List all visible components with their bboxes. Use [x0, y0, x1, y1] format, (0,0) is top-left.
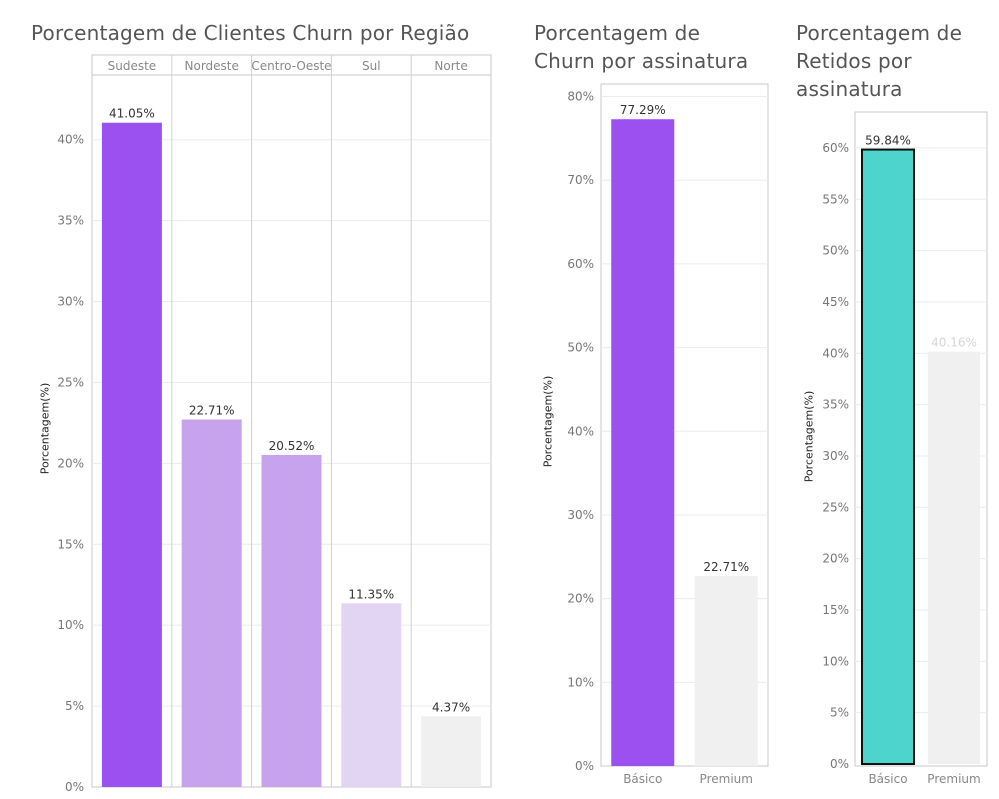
y-tick-label-0-15: 15%	[57, 537, 84, 551]
y-tick-label-1-10: 10%	[567, 675, 594, 689]
category-label-centro-oeste: Centro-Oeste	[251, 59, 331, 73]
data-label-basico: 59.84%	[865, 134, 911, 148]
y-tick-label-2-30: 30%	[822, 449, 849, 463]
y-tick-label-0-25: 25%	[57, 375, 84, 389]
data-label-premium: 22.71%	[703, 560, 749, 574]
y-tick-label-0-0: 0%	[65, 780, 84, 794]
y-tick-label-1-60: 60%	[567, 257, 594, 271]
y-tick-label-2-55: 55%	[822, 192, 849, 206]
y-tick-label-2-45: 45%	[822, 295, 849, 309]
y-tick-label-2-60: 60%	[822, 141, 849, 155]
category-label-premium: Premium	[700, 772, 753, 786]
y-tick-label-0-20: 20%	[57, 456, 84, 470]
y-tick-label-2-50: 50%	[822, 244, 849, 258]
bar-basico	[861, 148, 915, 766]
category-label-basico: Básico	[868, 772, 907, 786]
data-label-sudeste: 41.05%	[109, 107, 155, 121]
y-tick-label-1-70: 70%	[567, 173, 594, 187]
data-label-basico: 77.29%	[620, 103, 666, 117]
y-tick-label-1-30: 30%	[567, 508, 594, 522]
data-label-sul: 11.35%	[348, 587, 394, 601]
category-label-nordeste: Nordeste	[185, 59, 239, 73]
y-tick-label-2-15: 15%	[822, 603, 849, 617]
category-label-basico: Básico	[623, 772, 662, 786]
y-tick-label-0-5: 5%	[65, 699, 84, 713]
y-tick-label-2-25: 25%	[822, 500, 849, 514]
y-tick-label-1-40: 40%	[567, 424, 594, 438]
chart-title-subscription-churn: Porcentagem de Churn por assinatura	[534, 21, 749, 73]
category-label-norte: Norte	[434, 59, 467, 73]
data-label-norte: 4.37%	[432, 700, 470, 714]
y-tick-label-1-20: 20%	[567, 592, 594, 606]
y-tick-label-0-40: 40%	[57, 133, 84, 147]
data-label-nordeste: 22.71%	[189, 404, 235, 418]
bar-centro-oeste	[261, 454, 322, 787]
y-tick-label-2-0: 0%	[830, 757, 849, 771]
bar-premium	[694, 575, 758, 766]
y-tick-label-0-30: 30%	[57, 295, 84, 309]
bar-norte	[421, 716, 482, 787]
bar-sudeste	[101, 122, 162, 787]
y-tick-label-2-20: 20%	[822, 552, 849, 566]
y-tick-label-2-10: 10%	[822, 654, 849, 668]
y-tick-label-2-5: 5%	[830, 706, 849, 720]
category-label-sudeste: Sudeste	[108, 59, 157, 73]
y-tick-label-0-35: 35%	[57, 214, 84, 228]
bar-sul	[341, 603, 402, 787]
category-label-sul: Sul	[362, 59, 381, 73]
y-tick-label-1-0: 0%	[575, 759, 594, 773]
y-tick-label-1-50: 50%	[567, 341, 594, 355]
data-label-premium: 40.16%	[931, 336, 977, 350]
bar-nordeste	[181, 419, 242, 787]
bar-basico	[611, 119, 675, 767]
y-tick-label-1-80: 80%	[567, 90, 594, 104]
y-tick-label-2-35: 35%	[822, 398, 849, 412]
category-label-premium: Premium	[927, 772, 980, 786]
y-tick-label-2-40: 40%	[822, 346, 849, 360]
chart-title-region: Porcentagem de Clientes Churn por Região	[31, 21, 470, 45]
bar-premium	[928, 351, 980, 764]
data-label-centro-oeste: 20.52%	[269, 439, 315, 453]
chart-title-subscription-retained: Porcentagem de Retidos por assinatura	[796, 21, 963, 101]
y-tick-label-0-10: 10%	[57, 618, 84, 632]
